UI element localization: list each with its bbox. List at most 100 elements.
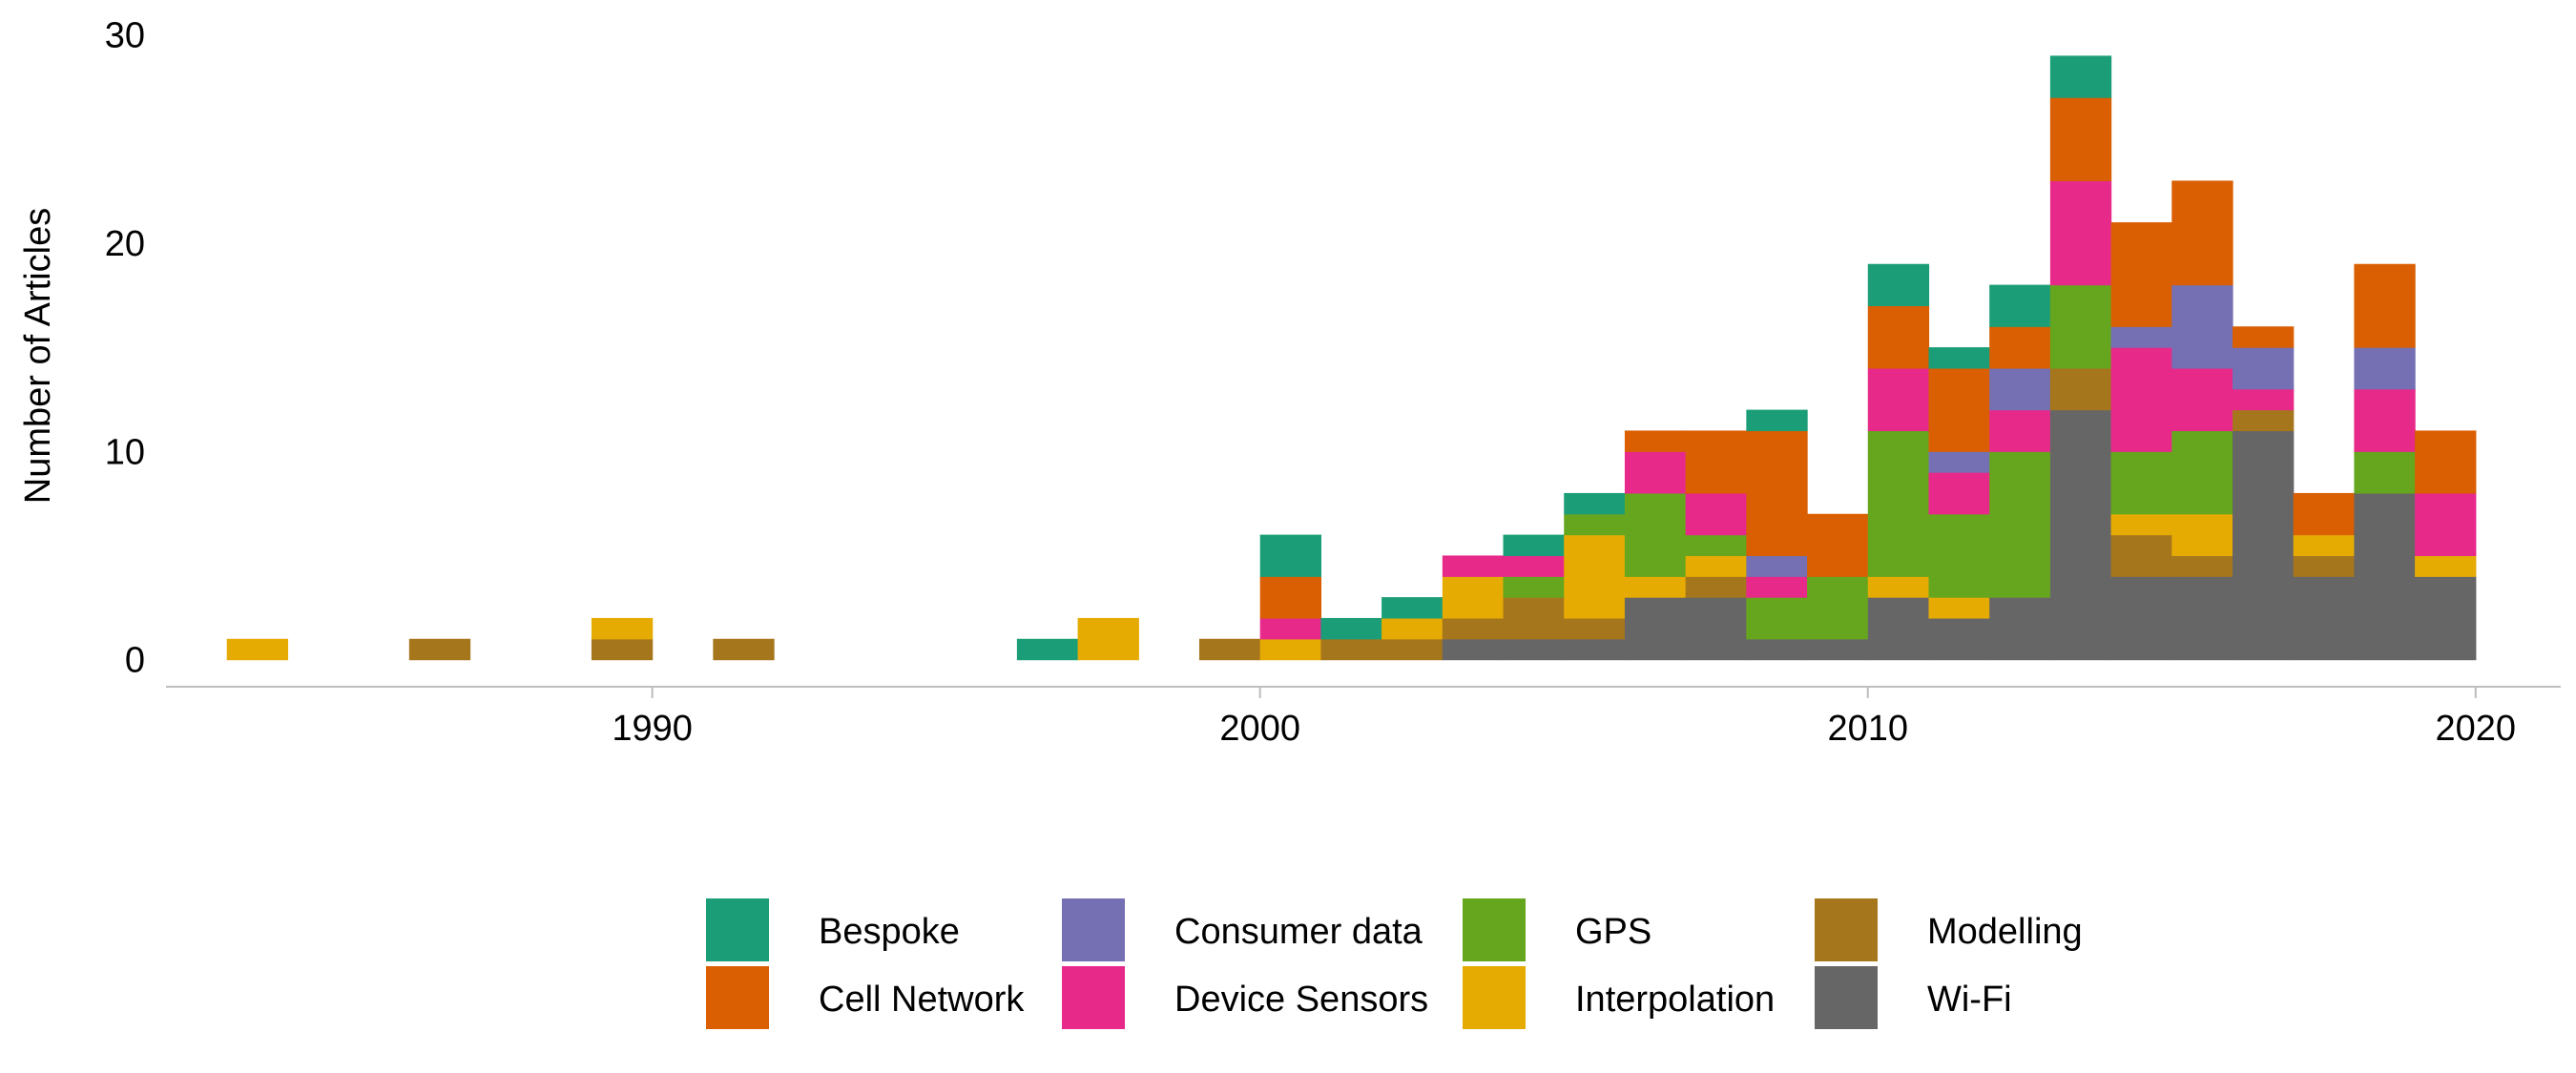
- bar-segment-device-sensors-2010.5: [1867, 367, 1930, 432]
- bar-segment-cell-network-2011.5: [1928, 367, 1990, 452]
- bar-segment-gps-2007.5: [1685, 534, 1747, 557]
- bar-segment-cell-network-2014.5: [2110, 222, 2172, 327]
- bar-segment-wi-fi-2008.5: [1746, 638, 1808, 661]
- bar-segment-bespoke-2008.5: [1746, 409, 1808, 432]
- legend-label-modelling: Modelling: [1927, 912, 2083, 952]
- bar-segment-device-sensors-2012.5: [1989, 409, 2051, 452]
- bar-segment-gps-2012.5: [1989, 451, 2051, 598]
- bar-segment-device-sensors-2003.5: [1442, 555, 1505, 577]
- y-axis-label: Number of Articles: [18, 208, 58, 504]
- y-tick-label-30: 30: [105, 16, 145, 56]
- bar-segment-wi-fi-2009.5: [1807, 638, 1869, 661]
- legend-swatch-interpolation: [1463, 966, 1526, 1029]
- bar-segment-modelling-2004.5: [1503, 597, 1565, 640]
- bar-segment-gps-2008.5: [1746, 597, 1808, 640]
- legend-label-bespoke: Bespoke: [819, 912, 960, 952]
- bar-segment-wi-fi-2011.5: [1928, 617, 1990, 661]
- bar-segment-wi-fi-2005.5: [1564, 638, 1626, 661]
- bar-segment-cell-network-2006.5: [1624, 430, 1687, 452]
- bar-segment-wi-fi-2018.5: [2354, 492, 2416, 661]
- bar-segment-device-sensors-2006.5: [1624, 451, 1687, 494]
- bar-segment-wi-fi-2007.5: [1685, 597, 1747, 661]
- bar-segment-cell-network-2018.5: [2354, 263, 2416, 348]
- bar-segment-bespoke-2001.5: [1320, 617, 1382, 640]
- bar-segment-bespoke-2002.5: [1381, 597, 1444, 619]
- x-tick-label-2010: 2010: [1827, 709, 1908, 749]
- legend-label-gps: GPS: [1575, 912, 1652, 952]
- bar-segment-wi-fi-2016.5: [2232, 430, 2295, 661]
- bar-segment-gps-2015.5: [2171, 430, 2233, 515]
- bar-segment-interpolation-1989.5: [591, 617, 654, 640]
- bar-segment-gps-2018.5: [2354, 451, 2416, 494]
- bar-segment-interpolation-2011.5: [1928, 597, 1990, 619]
- bar-segment-device-sensors-2011.5: [1928, 472, 1990, 515]
- bar-segment-device-sensors-2008.5: [1746, 576, 1808, 598]
- bar-segment-interpolation-2017.5: [2293, 534, 2356, 557]
- bar-segment-interpolation-2000.5: [1259, 638, 1322, 661]
- legend-item-modelling: Modelling: [1815, 898, 2083, 961]
- legend-swatch-modelling: [1815, 898, 1878, 961]
- bar-segment-gps-2005.5: [1564, 513, 1626, 536]
- legend-swatch-cell-network: [706, 966, 769, 1029]
- legend-swatch-device-sensors: [1062, 966, 1125, 1029]
- bar-segment-bespoke-2013.5: [2049, 55, 2112, 98]
- bar-segment-cell-network-2013.5: [2049, 97, 2112, 181]
- y-tick-label-10: 10: [105, 432, 145, 472]
- bar-segment-cell-network-2000.5: [1259, 576, 1322, 619]
- bar-segment-consumer-data-2012.5: [1989, 367, 2051, 411]
- bar-segment-device-sensors-2018.5: [2354, 388, 2416, 452]
- bar-segment-modelling-1991.5: [713, 638, 775, 661]
- bar-segment-wi-fi-2017.5: [2293, 576, 2356, 661]
- bar-segment-interpolation-2002.5: [1381, 617, 1444, 640]
- bar-segment-cell-network-2016.5: [2232, 326, 2295, 348]
- y-axis-ticks: 0 10 20 30: [105, 16, 145, 681]
- bar-segment-cell-network-2015.5: [2171, 180, 2233, 286]
- bar-segment-modelling-2005.5: [1564, 617, 1626, 640]
- bar-segment-gps-2013.5: [2049, 284, 2112, 369]
- bar-segment-modelling-1986.5: [408, 638, 471, 661]
- bar-segment-bespoke-2004.5: [1503, 534, 1565, 557]
- legend-item-device-sensors: Device Sensors: [1062, 966, 1428, 1029]
- bar-segment-device-sensors-2014.5: [2110, 347, 2172, 452]
- bar-segment-bespoke-2005.5: [1564, 492, 1626, 515]
- bar-segment-modelling-2002.5: [1381, 638, 1444, 661]
- legend-item-bespoke: Bespoke: [706, 898, 960, 961]
- bar-segment-modelling-2016.5: [2232, 409, 2295, 432]
- bar-segment-wi-fi-2012.5: [1989, 597, 2051, 661]
- legend-swatch-consumer-data: [1062, 898, 1125, 961]
- legend-item-interpolation: Interpolation: [1463, 966, 1775, 1029]
- bar-segment-wi-fi-2015.5: [2171, 576, 2233, 661]
- bar-segment-cell-network-2009.5: [1807, 513, 1869, 577]
- x-tick-label-1990: 1990: [612, 709, 693, 749]
- bar-segment-interpolation-2015.5: [2171, 513, 2233, 557]
- bar-segment-bespoke-2010.5: [1867, 263, 1930, 307]
- x-tick-label-2000: 2000: [1219, 709, 1300, 749]
- bar-segment-interpolation-2019.5: [2415, 555, 2477, 577]
- bar-segment-bespoke-2000.5: [1259, 534, 1322, 577]
- bar-segment-modelling-1999.5: [1198, 638, 1261, 661]
- bar-segment-wi-fi-2010.5: [1867, 597, 1930, 661]
- bars-layer: [226, 55, 2477, 661]
- bar-segment-consumer-data-2008.5: [1746, 555, 1808, 577]
- bar-segment-interpolation-2010.5: [1867, 576, 1930, 598]
- bar-segment-wi-fi-2014.5: [2110, 576, 2172, 661]
- legend-label-cell-network: Cell Network: [819, 980, 1025, 1020]
- bar-segment-cell-network-2012.5: [1989, 326, 2051, 369]
- bar-segment-modelling-2013.5: [2049, 367, 2112, 411]
- bar-segment-modelling-2007.5: [1685, 576, 1747, 598]
- bar-segment-gps-2014.5: [2110, 451, 2172, 515]
- legend-swatch-wi-fi: [1815, 966, 1878, 1029]
- bar-segment-modelling-2003.5: [1442, 617, 1505, 640]
- bar-segment-bespoke-2012.5: [1989, 284, 2051, 327]
- bar-segment-gps-2011.5: [1928, 513, 1990, 598]
- legend-label-wi-fi: Wi-Fi: [1927, 980, 2012, 1020]
- bar-segment-device-sensors-2015.5: [2171, 367, 2233, 432]
- bar-segment-gps-2004.5: [1503, 576, 1565, 598]
- bar-segment-bespoke-1996.5: [1016, 638, 1079, 661]
- bar-segment-consumer-data-2018.5: [2354, 347, 2416, 390]
- bar-segment-interpolation-2006.5: [1624, 576, 1687, 598]
- y-tick-label-20: 20: [105, 224, 145, 264]
- bar-segment-cell-network-2019.5: [2415, 430, 2477, 494]
- bar-segment-gps-2010.5: [1867, 430, 1930, 577]
- bar-segment-consumer-data-2015.5: [2171, 284, 2233, 369]
